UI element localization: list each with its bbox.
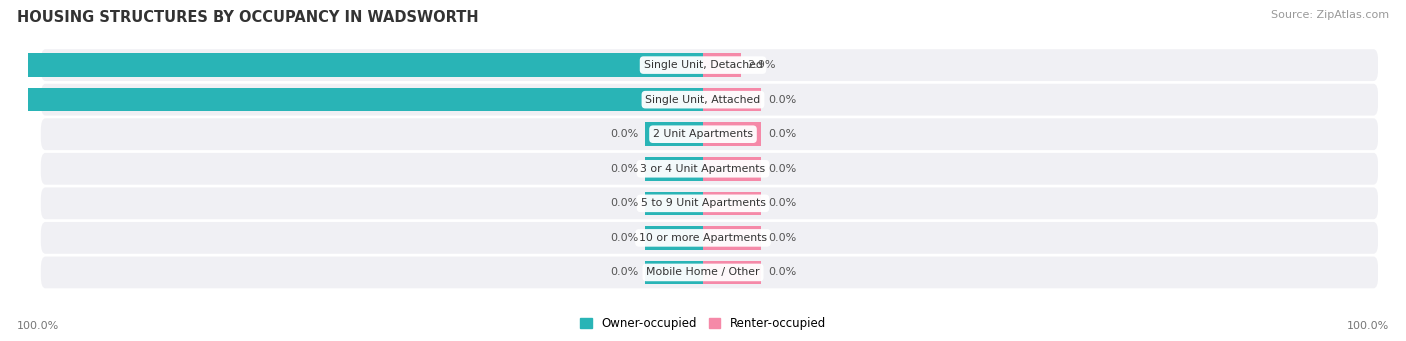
Bar (644, 157, 703, 180)
Text: 0.0%: 0.0% (610, 198, 638, 208)
Text: 0.0%: 0.0% (768, 233, 796, 243)
FancyBboxPatch shape (41, 256, 1378, 288)
Text: 100.0%: 100.0% (17, 321, 59, 331)
FancyBboxPatch shape (41, 49, 1378, 81)
Text: 0.0%: 0.0% (768, 129, 796, 139)
Text: Mobile Home / Other: Mobile Home / Other (647, 267, 759, 278)
Text: Single Unit, Detached: Single Unit, Detached (644, 60, 762, 70)
Bar (703, 261, 762, 284)
Bar (644, 261, 703, 284)
Text: Single Unit, Attached: Single Unit, Attached (645, 95, 761, 105)
Text: Source: ZipAtlas.com: Source: ZipAtlas.com (1271, 10, 1389, 20)
Text: HOUSING STRUCTURES BY OCCUPANCY IN WADSWORTH: HOUSING STRUCTURES BY OCCUPANCY IN WADSW… (17, 10, 478, 25)
Bar (703, 226, 762, 250)
Bar (703, 157, 762, 180)
FancyBboxPatch shape (41, 153, 1378, 185)
Text: 0.0%: 0.0% (768, 95, 796, 105)
Bar (703, 88, 762, 112)
FancyBboxPatch shape (41, 118, 1378, 150)
Bar (0, 53, 703, 77)
Text: 10 or more Apartments: 10 or more Apartments (638, 233, 768, 243)
Text: 0.0%: 0.0% (768, 164, 796, 174)
Legend: Owner-occupied, Renter-occupied: Owner-occupied, Renter-occupied (575, 313, 831, 335)
Text: 0.0%: 0.0% (610, 267, 638, 278)
Text: 5 to 9 Unit Apartments: 5 to 9 Unit Apartments (641, 198, 765, 208)
Bar (644, 122, 703, 146)
Bar (703, 192, 762, 215)
Bar (644, 192, 703, 215)
Text: 100.0%: 100.0% (1347, 321, 1389, 331)
Bar (0, 88, 703, 112)
Bar (703, 53, 741, 77)
Text: 2.9%: 2.9% (747, 60, 776, 70)
FancyBboxPatch shape (41, 84, 1378, 116)
Text: 0.0%: 0.0% (610, 164, 638, 174)
Bar (644, 226, 703, 250)
Text: 0.0%: 0.0% (610, 129, 638, 139)
Text: 0.0%: 0.0% (768, 267, 796, 278)
Text: 3 or 4 Unit Apartments: 3 or 4 Unit Apartments (641, 164, 765, 174)
Bar (703, 122, 762, 146)
Text: 2 Unit Apartments: 2 Unit Apartments (652, 129, 754, 139)
Text: 0.0%: 0.0% (610, 233, 638, 243)
FancyBboxPatch shape (41, 222, 1378, 254)
Text: 0.0%: 0.0% (768, 198, 796, 208)
FancyBboxPatch shape (41, 188, 1378, 219)
